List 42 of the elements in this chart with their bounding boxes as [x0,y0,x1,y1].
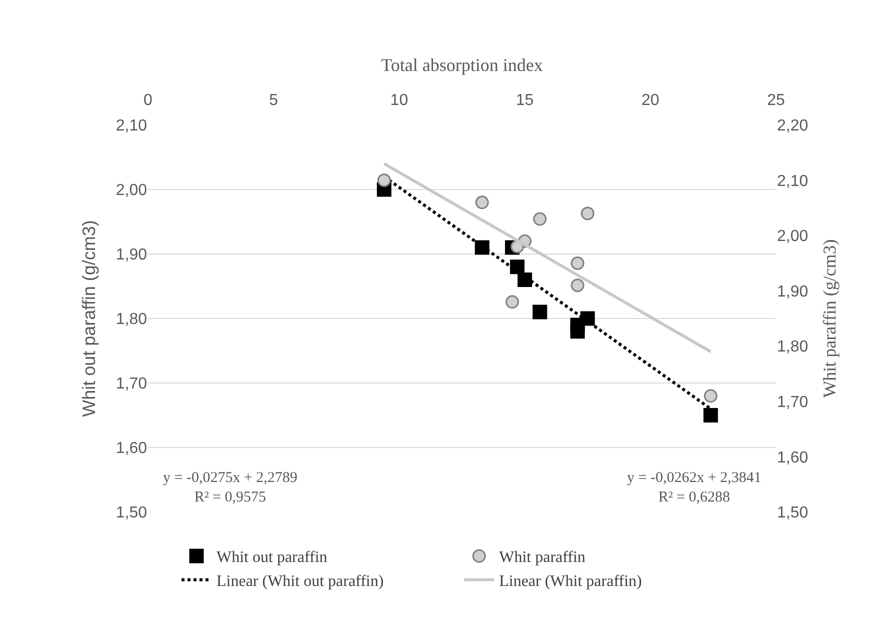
x-tick-label: 0 [144,92,153,109]
y-tick-label: 1,80 [116,311,148,328]
y-tick-label: 1,60 [116,440,148,458]
point [703,408,718,422]
y-tick-label: 1,90 [116,246,148,264]
point [377,174,391,188]
y-tick-label: 1,50 [116,504,148,522]
y2-tick-label: 1,60 [777,449,808,466]
x-tick-label: 25 [767,92,785,109]
x-tick-label: 20 [642,92,660,109]
y2-tick-label: 1,70 [777,394,808,412]
legend-label: Whit paraffin [499,549,586,566]
y2-tick-label: 1,50 [777,504,808,522]
y2-tick-label: 1,90 [777,283,808,300]
point [532,304,548,320]
point [518,272,532,288]
y2-tick-label: 2,20 [777,118,808,135]
point [570,278,584,292]
annotation: y = -0,0262x + 2,3841 R² = 0,6288 [627,470,762,506]
legend-label: Linear (Whit paraffin) [499,573,642,590]
y2-axis-title: Whit paraffin (g/cm3) [819,239,840,398]
point [580,206,594,220]
legend-label: Whit out paraffin [216,549,328,566]
x-axis-title: Total absorption index [381,55,543,75]
point [570,256,584,270]
point [533,212,547,226]
y-tick-label: 2,10 [116,118,148,135]
point [570,324,585,339]
y2-tick-label: 2,00 [777,228,808,246]
y-axis-title: Whit out paraffin (g/cm3) [79,220,100,417]
y2-tick-label: 1,80 [777,338,808,356]
x-tick-label: 10 [390,92,408,109]
y-tick-label: 2,00 [116,182,148,200]
annotation: y = -0,0275x + 2,2789 R² = 0,9575 [163,470,298,506]
y2-tick-label: 2,10 [777,172,808,190]
point [475,196,489,210]
y-tick-label: 1,70 [116,376,148,393]
x-tick-label: 5 [269,92,278,109]
point [704,389,718,403]
point [505,295,519,309]
x-tick-label: 15 [516,92,534,109]
legend-label: Linear (Whit out paraffin) [216,573,384,590]
